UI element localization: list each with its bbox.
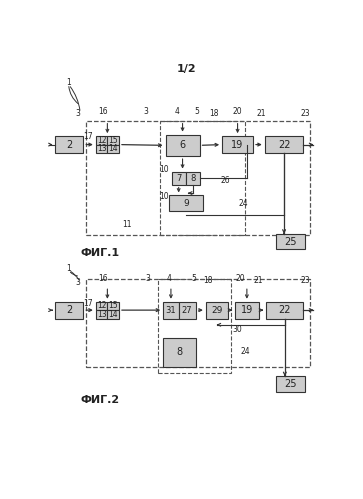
Text: 12: 12 xyxy=(97,136,106,145)
Text: 18: 18 xyxy=(209,108,219,117)
Bar xyxy=(266,302,303,318)
Bar xyxy=(86,121,310,235)
Text: 26: 26 xyxy=(220,176,230,185)
Bar xyxy=(172,172,185,185)
Bar xyxy=(222,136,253,153)
Text: 8: 8 xyxy=(176,347,183,357)
Bar xyxy=(170,196,204,211)
Text: 25: 25 xyxy=(284,237,297,247)
Bar xyxy=(276,376,305,392)
Text: 19: 19 xyxy=(232,140,244,150)
Text: 5: 5 xyxy=(194,107,199,116)
Bar xyxy=(163,338,196,367)
Text: 25: 25 xyxy=(284,379,297,389)
Bar xyxy=(107,145,119,153)
Text: 24: 24 xyxy=(241,347,250,356)
Bar xyxy=(86,278,310,367)
Text: 2: 2 xyxy=(66,140,73,150)
Text: 8: 8 xyxy=(190,174,195,183)
Bar xyxy=(265,136,303,153)
Bar xyxy=(96,136,107,145)
Text: 10: 10 xyxy=(159,193,169,202)
Bar xyxy=(166,135,200,156)
Text: 1: 1 xyxy=(66,78,71,87)
Text: 9: 9 xyxy=(184,199,189,208)
Text: 15: 15 xyxy=(109,301,118,310)
Text: 22: 22 xyxy=(278,305,291,315)
Text: 1/2: 1/2 xyxy=(177,64,196,74)
Bar xyxy=(163,302,179,318)
Bar xyxy=(185,172,200,185)
Text: 4: 4 xyxy=(167,274,172,283)
Text: 13: 13 xyxy=(97,310,106,319)
Text: 23: 23 xyxy=(300,108,310,117)
Bar xyxy=(107,302,119,310)
Text: 11: 11 xyxy=(122,220,131,229)
Text: 22: 22 xyxy=(278,140,290,150)
Bar xyxy=(107,136,119,145)
Bar xyxy=(96,302,107,310)
Text: 21: 21 xyxy=(256,108,266,117)
Bar xyxy=(158,278,231,373)
Text: 15: 15 xyxy=(109,136,118,145)
Text: 1: 1 xyxy=(66,264,71,273)
Bar xyxy=(56,302,83,318)
Text: 3: 3 xyxy=(144,107,148,116)
Text: 7: 7 xyxy=(176,174,182,183)
Text: 20: 20 xyxy=(233,107,242,116)
Bar xyxy=(179,302,196,318)
Bar xyxy=(206,302,228,318)
Text: 17: 17 xyxy=(83,132,93,141)
Text: 12: 12 xyxy=(97,301,106,310)
Bar xyxy=(276,234,305,250)
Text: 13: 13 xyxy=(97,144,106,153)
Bar xyxy=(107,310,119,318)
Text: 3: 3 xyxy=(76,278,80,287)
Text: 14: 14 xyxy=(109,144,118,153)
Text: 14: 14 xyxy=(109,310,118,319)
Text: 10: 10 xyxy=(159,165,169,174)
Bar xyxy=(96,145,107,153)
Text: 30: 30 xyxy=(233,325,242,334)
Text: 18: 18 xyxy=(203,275,213,284)
Text: 31: 31 xyxy=(166,305,176,315)
Bar xyxy=(160,121,245,235)
Text: 19: 19 xyxy=(241,305,253,315)
Text: 3: 3 xyxy=(145,274,150,283)
Text: 17: 17 xyxy=(83,299,93,308)
Text: 20: 20 xyxy=(236,274,245,283)
Text: 21: 21 xyxy=(254,275,263,284)
Text: 4: 4 xyxy=(175,107,180,116)
Bar xyxy=(235,302,258,318)
Text: 24: 24 xyxy=(238,200,248,209)
Text: 5: 5 xyxy=(191,274,196,283)
Text: 16: 16 xyxy=(99,107,108,116)
Text: 6: 6 xyxy=(179,140,185,150)
Text: 3: 3 xyxy=(76,108,80,117)
Bar xyxy=(56,136,83,153)
Text: 16: 16 xyxy=(99,274,108,283)
Bar xyxy=(96,310,107,318)
Text: ФИГ.1: ФИГ.1 xyxy=(80,248,119,258)
Text: 27: 27 xyxy=(182,305,192,315)
Text: 23: 23 xyxy=(300,275,310,284)
Text: 29: 29 xyxy=(211,305,222,315)
Text: ФИГ.2: ФИГ.2 xyxy=(80,395,119,405)
Text: 2: 2 xyxy=(66,305,73,315)
